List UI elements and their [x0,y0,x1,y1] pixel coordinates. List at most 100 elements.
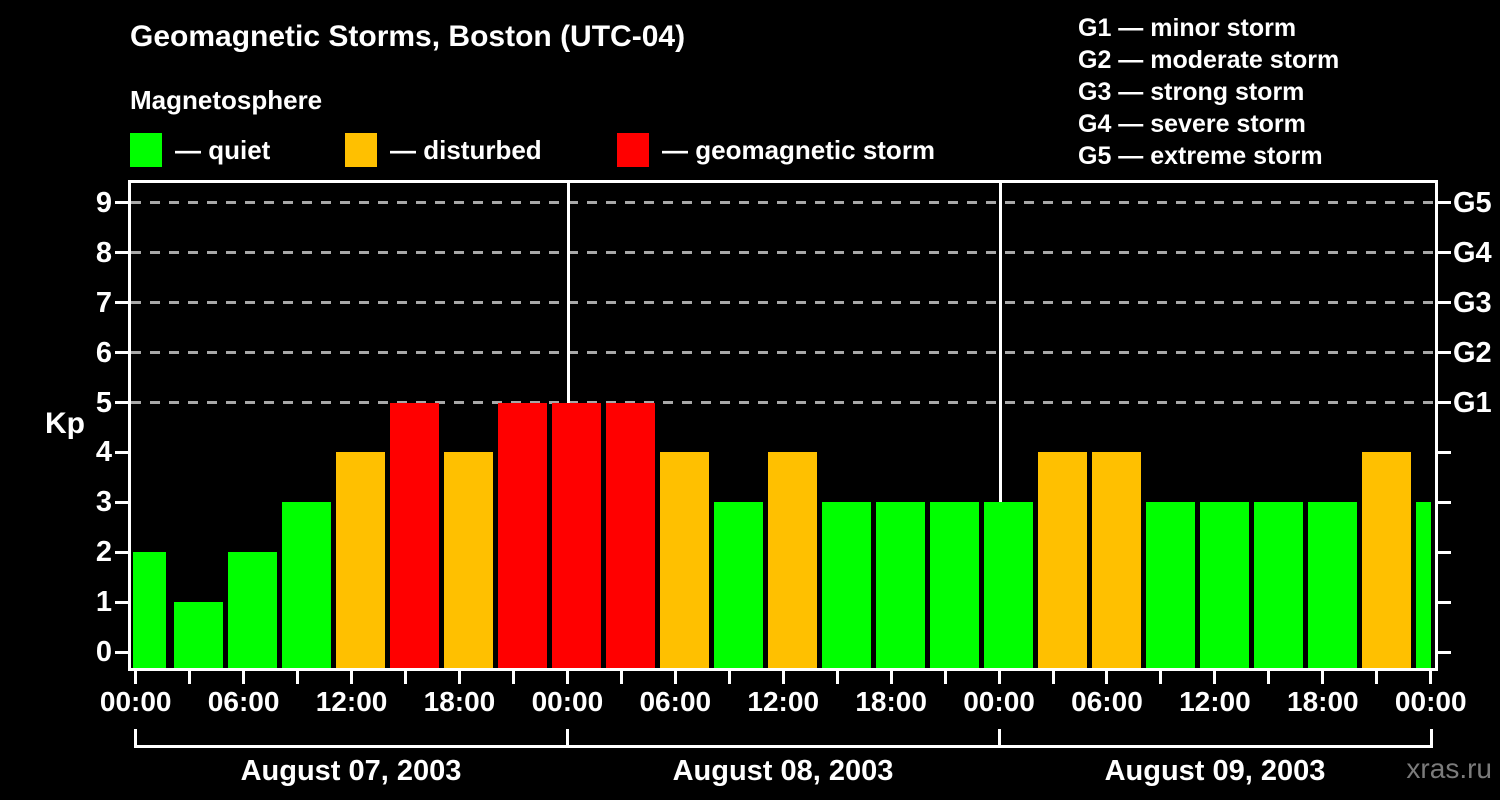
y-axis-tick [115,201,128,205]
watermark: xras.ru [1406,753,1492,784]
kp-bar [1361,452,1411,668]
right-axis-tick [1438,351,1451,355]
x-axis-tick [350,671,354,684]
time-label: 06:00 [639,686,712,717]
g1-legend-line: G1 — minor storm [1078,14,1297,42]
x-axis-tick [781,671,785,684]
right-axis-tick [1438,500,1451,504]
kp-bar [605,402,655,668]
y-axis-tick [115,550,128,554]
y-axis-tick [115,251,128,255]
g-level-label: G2 [1453,336,1492,369]
kp-bar [1037,452,1087,668]
x-axis-tick [1159,671,1163,684]
time-label: 06:00 [207,686,280,717]
x-axis-tick [1213,671,1217,684]
x-axis-tick [242,671,246,684]
g-level-label: G3 [1453,286,1492,319]
y-axis-tick [115,500,128,504]
legend-item-disturbed: — disturbed [345,132,542,168]
kp-bar [1415,502,1431,668]
kp-bar [929,502,979,668]
kp-bar [389,402,439,668]
gridline-dashed [131,201,1435,205]
day-boundary-line [999,183,1002,668]
legend-label-storm: — geomagnetic storm [662,134,936,165]
y-tick-label: 0 [95,636,112,668]
date-label-aug07: August 07, 2003 [240,755,462,787]
kp-bar [767,452,817,668]
kp-bar [1307,502,1357,668]
kp-bar [227,552,277,668]
y-tick-label: 3 [95,486,112,519]
quiet-color-swatch [130,133,162,167]
right-axis-tick [1438,251,1451,255]
x-axis-tick [619,671,623,684]
time-label: 12:00 [315,686,388,717]
x-axis-tick [296,671,300,684]
time-label: 12:00 [747,686,820,717]
g5-legend-line: G5 — extreme storm [1078,142,1323,170]
legend-label-quiet: — quiet [175,134,271,165]
y-tick-label: 2 [95,536,112,569]
kp-bar [875,502,925,668]
right-axis-tick [1438,201,1451,205]
kp-bar [173,602,223,668]
x-axis-tick [835,671,839,684]
kp-bar [1145,502,1195,668]
time-label: 00:00 [531,686,604,717]
g2-legend-line: G2 — moderate storm [1078,46,1340,74]
right-axis-tick [1438,600,1451,604]
date-bracket-tick [1430,729,1433,748]
kp-bar [1091,452,1141,668]
kp-bar [1199,502,1249,668]
y-axis-tick [115,301,128,305]
time-label: 06:00 [1071,686,1143,717]
g-level-label: G1 [1453,386,1492,419]
date-bracket-tick [134,729,137,748]
y-tick-label: 9 [95,186,112,219]
date-bracket-tick [998,729,1001,748]
right-axis-tick [1438,301,1451,305]
y-tick-label: 7 [95,286,112,319]
y-tick-label: 4 [95,436,112,469]
gridline-dashed [131,251,1435,255]
kp-bar [1253,502,1303,668]
date-label-aug09: August 09, 2003 [1104,755,1326,787]
x-axis-tick [457,671,461,684]
x-axis-tick [404,671,407,684]
right-axis-tick [1438,450,1451,454]
time-label: 18:00 [1287,686,1359,717]
storm-color-swatch [617,133,649,167]
time-label: 18:00 [855,686,927,717]
x-axis-tick [889,671,893,684]
kp-bar [133,552,166,668]
x-axis-tick [943,671,947,684]
legend-label-disturbed: — disturbed [390,134,542,165]
chart-title: Geomagnetic Storms, Boston (UTC-04) [130,20,686,53]
x-axis-tick [727,671,731,684]
kp-bar [659,452,709,668]
g3-legend-line: G3 — strong storm [1078,78,1305,106]
date-bracket-tick [566,729,569,748]
x-axis-tick [997,671,1001,684]
x-axis-tick [1429,671,1433,684]
right-axis-tick [1438,401,1451,404]
x-axis-tick [1051,671,1055,684]
time-label: 12:00 [1179,686,1251,717]
right-axis-tick [1438,650,1451,654]
chart-subtitle: Magnetosphere [130,85,323,115]
x-axis-tick [673,671,677,684]
time-label: 18:00 [423,686,496,717]
kp-bar [335,452,385,668]
g-level-label: G5 [1453,186,1492,219]
g4-legend-line: G4 — severe storm [1078,110,1306,138]
y-tick-label: 1 [95,586,112,619]
kp-bar [281,502,331,668]
y-axis-tick [115,351,128,355]
date-axis-bracket [134,745,1432,748]
gridline-dashed [131,301,1435,305]
kp-bar [443,452,493,668]
kp-axis-title: Kp [45,407,85,440]
kp-bar [821,502,871,668]
